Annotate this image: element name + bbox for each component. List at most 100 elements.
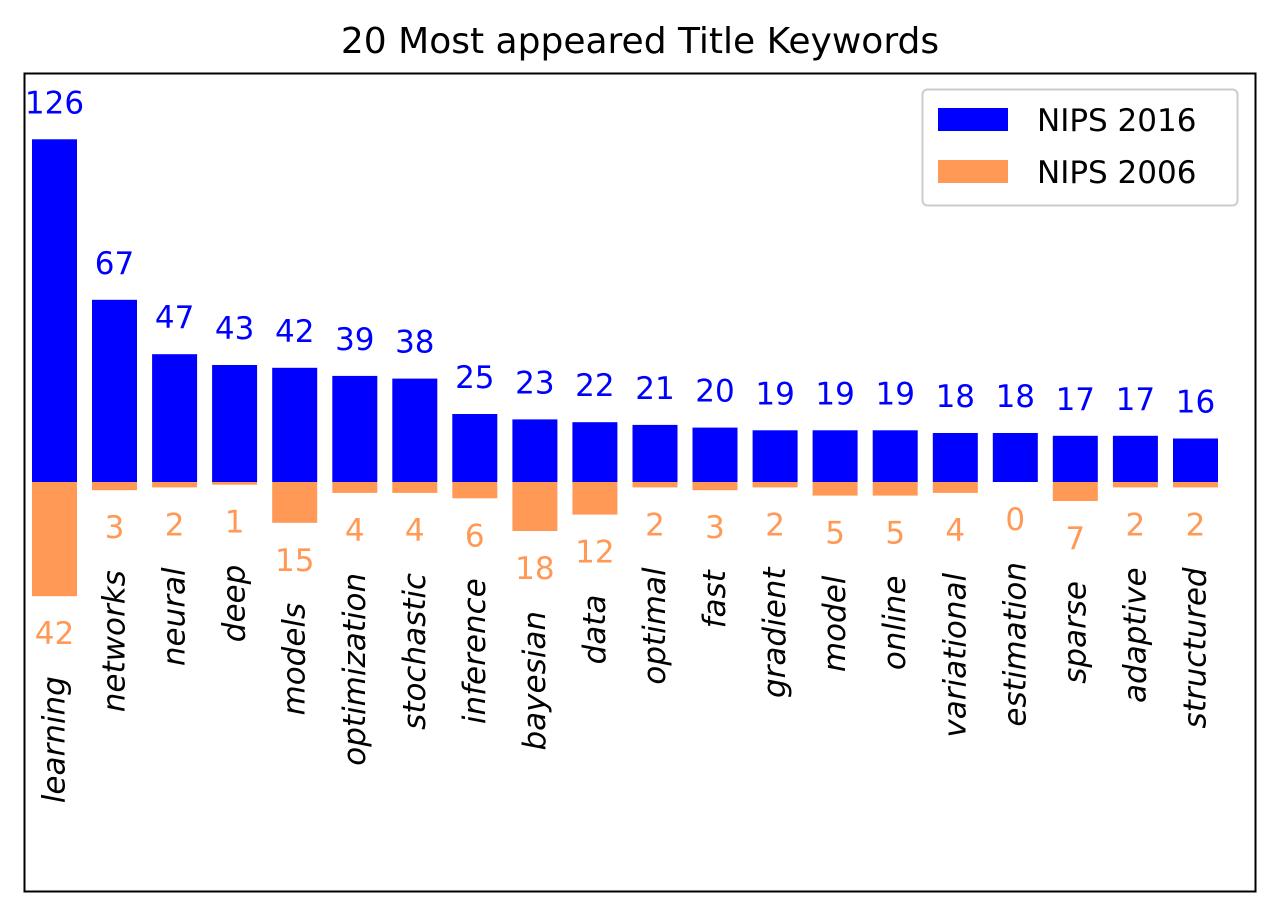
value-label-2016-neural: 47: [155, 300, 194, 336]
bar-2016-data: [572, 422, 618, 482]
value-label-2016-sparse: 17: [1056, 382, 1095, 418]
bar-2006-networks: [92, 482, 137, 491]
value-label-2016-bayesian: 23: [515, 365, 554, 401]
bar-2006-deep: [212, 482, 258, 485]
category-label-sparse: sparse: [1057, 581, 1093, 684]
category-label-bayesian: bayesian: [517, 611, 553, 751]
bar-2006-inference: [452, 482, 498, 499]
category-label-online: online: [877, 576, 913, 671]
bar-2006-variational: [932, 482, 978, 493]
value-label-2006-deep: 1: [225, 505, 245, 541]
bar-2016-stochastic: [392, 378, 438, 482]
bar-2006-structured: [1173, 482, 1218, 488]
plot-frame: [23, 72, 1257, 893]
value-label-2016-deep: 43: [215, 311, 254, 347]
legend-label-nips-2006: NIPS 2006: [1037, 155, 1196, 191]
category-label-optimization: optimization: [337, 573, 373, 766]
bar-2006-stochastic: [392, 482, 438, 493]
value-label-2006-fast: 3: [705, 510, 725, 546]
bar-2016-learning: [32, 139, 77, 483]
bar-2016-fast: [692, 427, 738, 482]
value-label-2016-gradient: 19: [755, 376, 794, 412]
value-label-2006-gradient: 2: [765, 507, 785, 543]
category-label-estimation: estimation: [997, 562, 1033, 727]
category-label-optimal: optimal: [637, 567, 673, 685]
category-label-models: models: [277, 603, 313, 716]
bar-2006-optimal: [632, 482, 678, 488]
category-label-inference: inference: [457, 578, 493, 724]
category-label-fast: fast: [697, 568, 733, 628]
legend-swatch-nips-2016: [938, 108, 1008, 131]
category-label-stochastic: stochastic: [397, 573, 433, 730]
value-label-2016-adaptive: 17: [1116, 382, 1155, 418]
bar-2006-fast: [692, 482, 738, 491]
legend-label-nips-2016: NIPS 2016: [1037, 103, 1196, 139]
value-label-2006-stochastic: 4: [405, 513, 425, 549]
bar-2006-online: [872, 482, 918, 496]
legend: NIPS 2016 NIPS 2006: [921, 88, 1239, 207]
bar-2006-adaptive: [1112, 482, 1158, 488]
legend-swatch-nips-2006: [938, 160, 1008, 183]
category-label-data: data: [577, 595, 613, 665]
value-label-2006-structured: 2: [1186, 507, 1206, 543]
bar-2016-gradient: [752, 430, 798, 482]
value-label-2006-estimation: 0: [1005, 502, 1025, 538]
value-label-2006-online: 5: [885, 516, 905, 552]
bar-2006-bayesian: [512, 482, 558, 531]
category-label-gradient: gradient: [757, 566, 793, 698]
category-label-structured: structured: [1178, 567, 1214, 728]
category-label-learning: learning: [37, 676, 73, 803]
value-label-2006-variational: 4: [945, 513, 965, 549]
category-label-deep: deep: [217, 565, 253, 643]
value-label-2016-data: 22: [575, 368, 614, 404]
value-label-2006-sparse: 7: [1065, 521, 1085, 557]
bar-2016-networks: [92, 299, 137, 482]
bar-2006-model: [812, 482, 858, 496]
bar-2016-inference: [452, 414, 498, 482]
bar-2016-variational: [932, 433, 978, 482]
bar-2016-sparse: [1052, 435, 1098, 482]
category-label-model: model: [817, 575, 853, 672]
value-label-2016-model: 19: [815, 376, 854, 412]
category-label-neural: neural: [157, 567, 193, 666]
bar-2016-structured: [1173, 438, 1218, 482]
value-label-2006-neural: 2: [165, 507, 185, 543]
bar-2016-bayesian: [512, 419, 558, 482]
bar-2016-neural: [152, 354, 198, 482]
value-label-2006-networks: 3: [105, 510, 125, 546]
value-label-2016-estimation: 18: [996, 379, 1035, 415]
bar-2006-neural: [152, 482, 198, 488]
value-label-2006-bayesian: 18: [515, 551, 554, 587]
bar-2006-optimization: [332, 482, 378, 493]
bar-2006-gradient: [752, 482, 798, 488]
value-label-2006-model: 5: [825, 516, 845, 552]
bar-2016-optimization: [332, 375, 378, 482]
value-label-2006-adaptive: 2: [1126, 507, 1146, 543]
bars-layer: [32, 139, 1218, 597]
bar-2016-online: [872, 430, 918, 482]
value-label-2016-structured: 16: [1176, 385, 1215, 421]
value-label-2016-models: 42: [275, 314, 314, 350]
category-label-adaptive: adaptive: [1117, 567, 1153, 703]
value-label-2006-optimization: 4: [345, 513, 365, 549]
bar-2006-sparse: [1052, 482, 1098, 501]
value-label-2016-optimization: 39: [335, 322, 374, 358]
category-label-networks: networks: [97, 570, 133, 712]
chart-title: 20 Most appeared Title Keywords: [341, 21, 939, 62]
category-label-variational: variational: [937, 573, 973, 738]
bar-2016-adaptive: [1112, 435, 1158, 482]
bar-2016-model: [812, 430, 858, 482]
value-label-2016-networks: 67: [95, 246, 134, 282]
bar-2016-deep: [212, 365, 258, 482]
bar-2016-estimation: [992, 433, 1038, 482]
value-label-2016-optimal: 21: [635, 371, 674, 407]
value-label-2016-learning: 126: [25, 85, 84, 121]
bar-2006-models: [272, 482, 318, 523]
value-label-2006-inference: 6: [465, 518, 485, 554]
value-label-2016-variational: 18: [936, 379, 975, 415]
bar-2016-models: [272, 367, 318, 482]
value-label-2006-learning: 42: [35, 616, 74, 652]
value-label-2006-models: 15: [275, 543, 314, 579]
